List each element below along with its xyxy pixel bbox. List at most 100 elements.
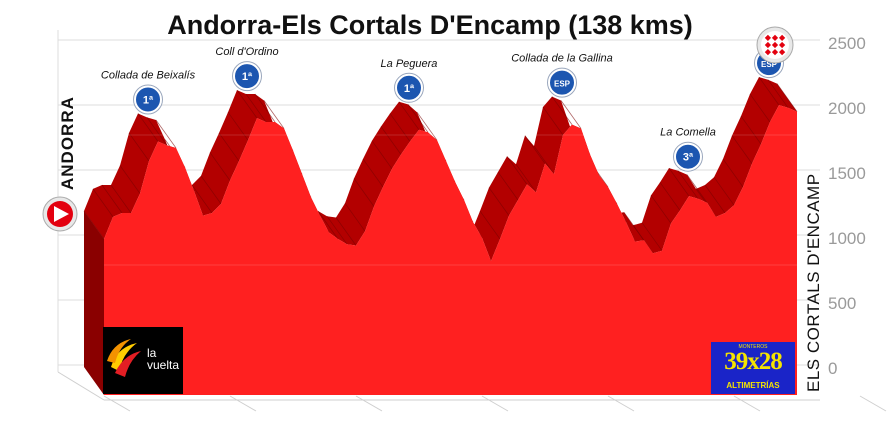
surface-stripe [227, 111, 249, 141]
surface-stripe [488, 187, 510, 216]
y-tick-label: 2500 [828, 34, 866, 53]
summit-marker: 1ª Coll d'Ordino [215, 46, 279, 92]
surface-stripe [650, 195, 672, 224]
summit-name: Collada de la Gallina [511, 53, 613, 65]
category-label: 1ª [404, 83, 415, 95]
surface-stripe [749, 93, 771, 123]
floor-tick [859, 395, 887, 412]
surface-stripe [767, 79, 789, 108]
summit-name: Coll d'Ordino [215, 46, 278, 58]
play-start-icon [42, 196, 78, 232]
floor-tick [733, 395, 761, 412]
surface-stripe [371, 140, 393, 170]
floor-tick [355, 395, 383, 412]
summit-name: La Comella [660, 127, 716, 139]
surface-stripe [344, 202, 366, 232]
category-icon-ring [232, 61, 262, 92]
mountain-category-icon [548, 68, 576, 97]
surface-stripe [497, 171, 519, 201]
summit-name: La Peguera [381, 58, 438, 70]
surface-stripe [353, 178, 375, 207]
surface-stripe [479, 210, 501, 240]
summit-name: Collada de Beixalís [101, 70, 196, 82]
category-label: ESP [761, 60, 778, 69]
category-icon-ring [394, 72, 424, 103]
surface-stripe [101, 184, 123, 214]
altimetrias-logo: MONTEROS 39x28 ALTIMETRÍAS [711, 342, 795, 394]
surface-stripe [551, 96, 573, 125]
finish-check [778, 41, 786, 49]
category-label: ESP [554, 80, 571, 89]
floor-tick [103, 395, 131, 412]
surface-stripe [389, 113, 411, 142]
surface-stripe [713, 176, 735, 206]
surface-stripe [155, 119, 177, 149]
surface-stripe [398, 101, 420, 131]
summits: 1ª Collada de Beixalís 1ª Coll d'Ordino 1ª La… [101, 46, 784, 172]
mountain-category-icon [134, 85, 162, 114]
vuelta-logo-line2: vuelta [147, 358, 180, 372]
mountain-category-icon [233, 62, 261, 91]
vuelta-logo-line1: la [147, 346, 157, 360]
mountain-category-icon [395, 73, 423, 102]
start-icon-arrow [54, 206, 69, 222]
surface-stripe [200, 175, 222, 205]
y-tick-label: 0 [828, 359, 837, 378]
surface-stripe [254, 93, 276, 123]
altimetrias-logo-bottom: ALTIMETRÍAS [726, 381, 780, 390]
surface-stripe [506, 156, 528, 185]
surface-stripe [524, 135, 546, 164]
summit-marker: ESP Collada de la Gallina [511, 53, 613, 98]
start-location-label: ANDORRA [58, 96, 77, 190]
y-tick-label: 1500 [828, 164, 866, 183]
start-finish-markers [42, 26, 794, 232]
surface-stripe [515, 163, 537, 193]
summit-marker: 3ª La Comella [660, 127, 716, 172]
profile-top-surface [84, 77, 797, 262]
floor-tick [229, 395, 257, 412]
surface-stripe [686, 174, 708, 203]
floor-tick [607, 395, 635, 412]
surface-stripe [659, 182, 681, 211]
finish-location-label: ELS CORTALS D'ENCAMP [804, 173, 823, 392]
surface-stripe [776, 83, 798, 112]
summit-marker: 1ª La Peguera [381, 58, 438, 103]
category-label: 3ª [683, 152, 694, 164]
surface-stripe [326, 215, 348, 245]
surface-stripe [722, 158, 744, 188]
surface-stripe [533, 145, 555, 175]
mountain-category-icon [674, 142, 702, 171]
la-vuelta-logo: la vuelta [103, 327, 183, 394]
surface-stripe [137, 113, 159, 142]
y-axis: 0 500 1000 1500 2000 2500 [828, 34, 866, 378]
category-label: 1ª [143, 95, 154, 107]
surface-stripe [407, 104, 429, 133]
surface-stripe [236, 89, 258, 119]
surface-stripe [335, 217, 357, 246]
surface-stripe [362, 158, 384, 188]
profile-left-face [84, 211, 104, 395]
surface-stripe [641, 222, 663, 251]
summit-marker: 1ª Collada de Beixalís [101, 70, 196, 115]
floor-tick [481, 395, 509, 412]
y-tick-label: 1000 [828, 229, 866, 248]
surface-stripe [704, 184, 726, 214]
surface-stripe [245, 93, 267, 123]
finish-check [778, 48, 786, 56]
surface-stripe [119, 165, 141, 194]
chart-title: Andorra-Els Cortals D'Encamp (138 kms) [167, 10, 693, 40]
surface-stripe [209, 152, 231, 181]
altimetrias-logo-top: MONTEROS [738, 344, 768, 350]
surface-stripe [263, 100, 285, 129]
finish-check [778, 34, 786, 42]
surface-stripe [92, 188, 114, 218]
surface-stripe [146, 117, 168, 146]
category-icon-ring [133, 84, 163, 115]
surface-stripe [560, 100, 582, 129]
profile-area [83, 76, 798, 395]
surface-stripe [191, 184, 213, 214]
surface-stripe [677, 170, 699, 199]
category-label: 1ª [242, 71, 253, 83]
category-icon-ring [673, 141, 703, 172]
